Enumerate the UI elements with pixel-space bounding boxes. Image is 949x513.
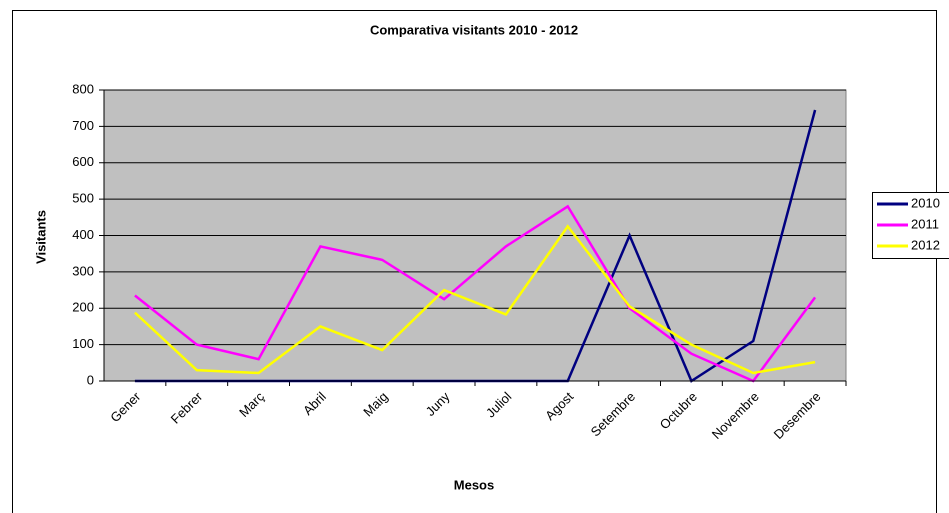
x-axis-label: Mesos bbox=[454, 477, 494, 492]
y-tick-label: 600 bbox=[72, 154, 94, 169]
legend-label: 2010 bbox=[911, 195, 940, 210]
y-tick-label: 100 bbox=[72, 336, 94, 351]
y-tick-label: 800 bbox=[72, 81, 94, 96]
y-axis-label: Visitants bbox=[33, 210, 48, 264]
y-tick-label: 700 bbox=[72, 118, 94, 133]
series-line bbox=[134, 204, 817, 383]
series-line bbox=[134, 224, 816, 375]
chart-title: Comparativa visitants 2010 - 2012 bbox=[370, 22, 578, 37]
y-tick-label: 200 bbox=[72, 300, 94, 315]
y-tick-label: 0 bbox=[87, 372, 94, 387]
y-tick-label: 400 bbox=[72, 227, 94, 242]
y-tick-label: 500 bbox=[72, 191, 94, 206]
y-tick-label: 300 bbox=[72, 263, 94, 278]
legend-label: 2011 bbox=[911, 216, 939, 231]
legend-label: 2012 bbox=[911, 237, 940, 252]
